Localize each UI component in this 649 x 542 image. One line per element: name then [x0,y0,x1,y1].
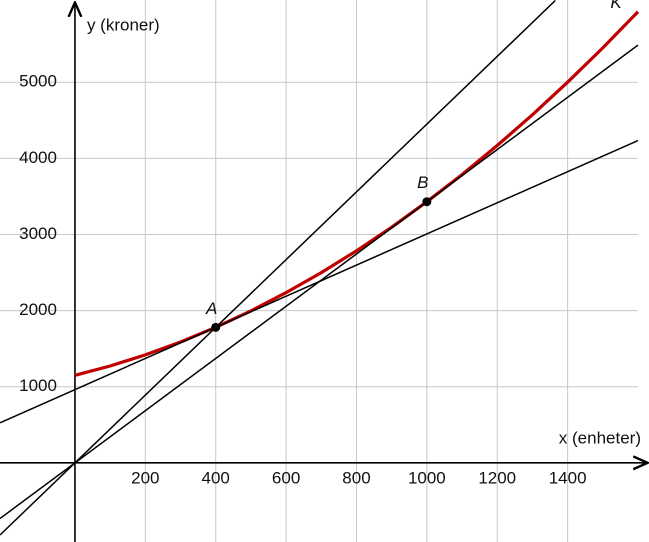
x-tick-label: 400 [202,468,230,487]
x-tick-label: 800 [342,468,370,487]
x-tick-label: 200 [131,468,159,487]
x-tick-label: 1000 [408,468,446,487]
point-label: A [205,299,217,318]
y-axis-label: y (kroner) [87,15,160,34]
y-tick-label: 2000 [19,300,57,319]
point [211,322,221,332]
y-tick-label: 1000 [19,376,57,395]
line [0,44,639,520]
x-axis-label: x (enheter) [559,428,641,447]
y-tick-label: 5000 [19,72,57,91]
point [422,197,432,207]
y-tick-label: 3000 [19,224,57,243]
line [0,0,556,536]
x-tick-label: 1400 [549,468,587,487]
curve-label: K [610,0,622,12]
curve [74,10,640,377]
x-tick-label: 1200 [478,468,516,487]
x-tick-label: 600 [272,468,300,487]
point-label: B [417,173,428,192]
y-tick-label: 4000 [19,148,57,167]
